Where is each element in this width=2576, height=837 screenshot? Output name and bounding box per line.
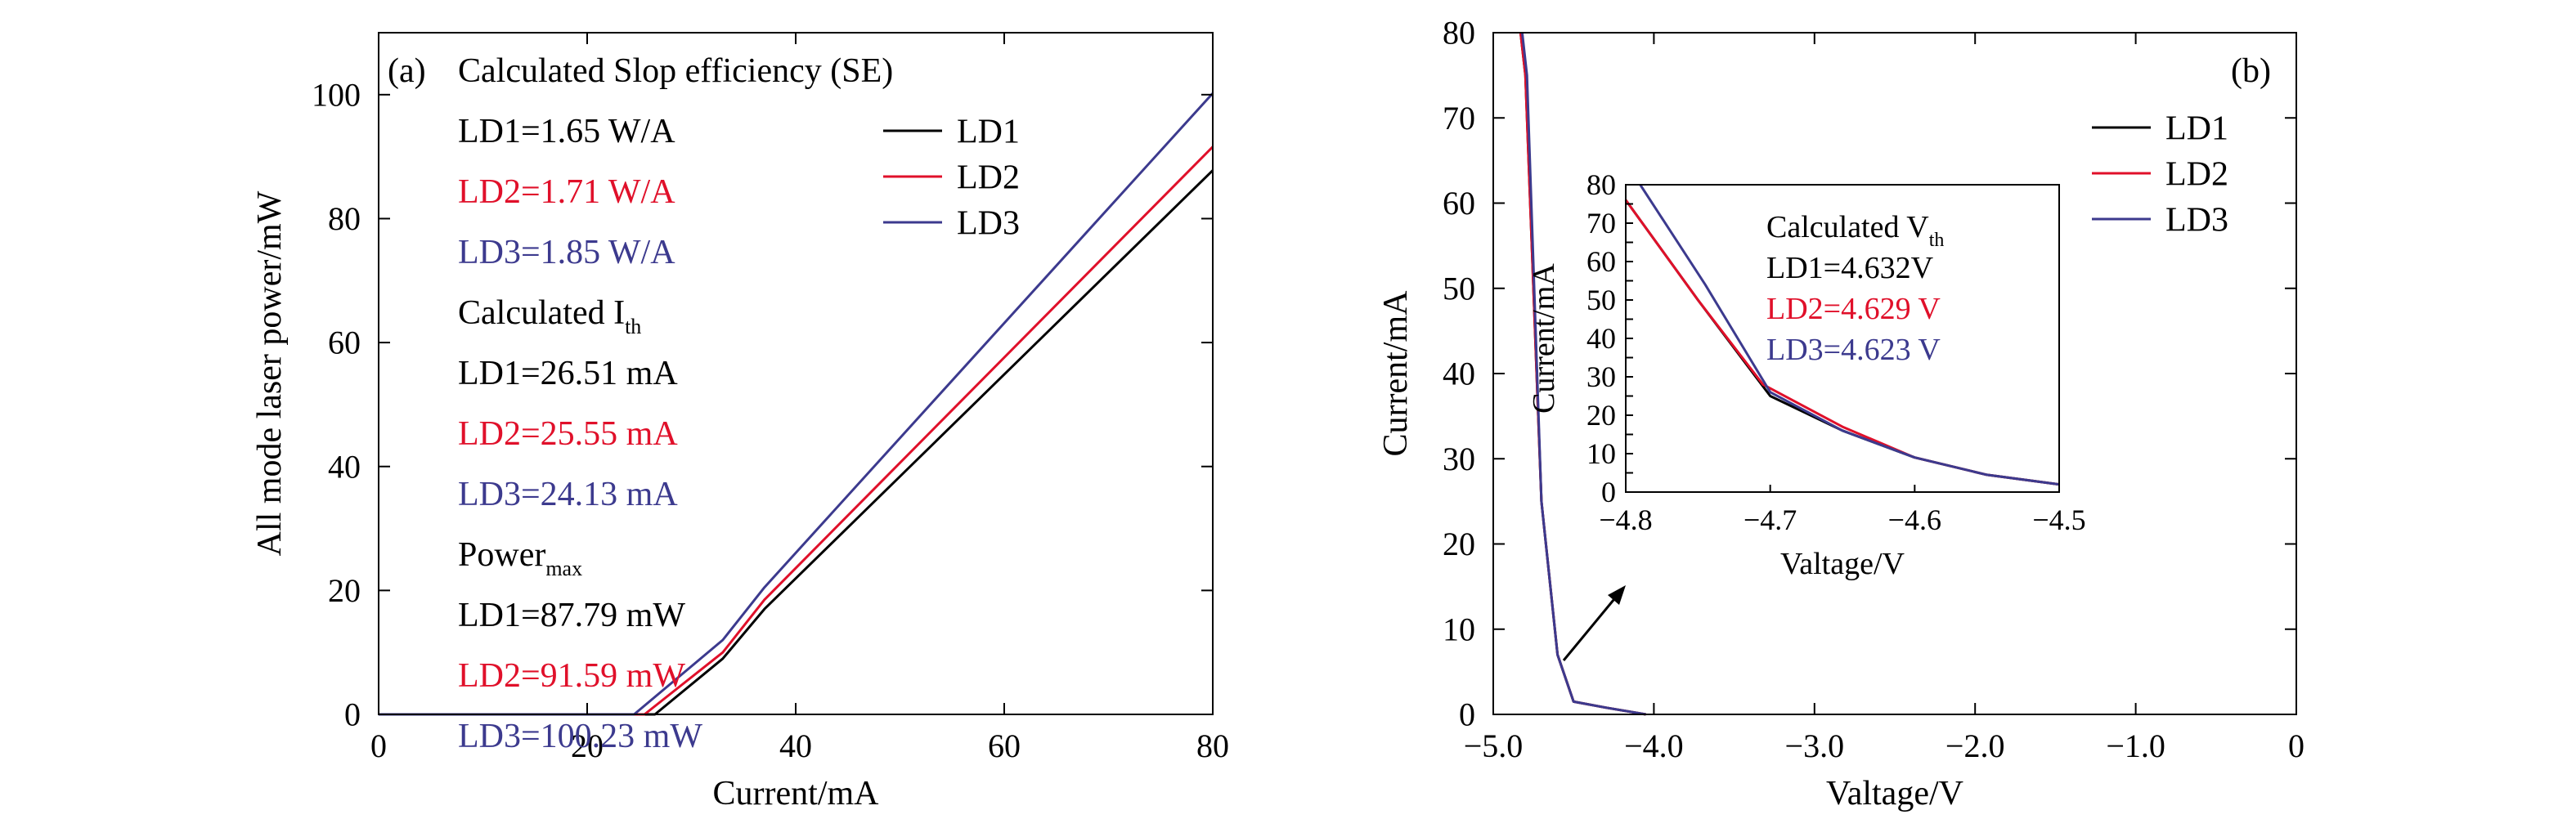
panel-a-annotation-text: LD3=1.85 W/A	[458, 234, 675, 271]
inset-y-tick-label: 20	[1586, 399, 1616, 432]
inset-y-tick-label: 60	[1586, 245, 1616, 278]
inset-y-tick-label: 10	[1586, 437, 1616, 470]
inset-x-tick-label: −4.7	[1744, 504, 1797, 536]
panel-a-label: (a)	[388, 52, 426, 90]
panel-a-y-tick-label: 20	[328, 572, 361, 609]
inset-annotation-text: LD3=4.623 V	[1766, 333, 1941, 367]
inset-y-tick-label: 40	[1586, 322, 1616, 355]
panel-a-y-tick-label: 40	[328, 448, 361, 485]
panel-a-annotation-text: LD2=1.71 W/A	[458, 173, 675, 211]
panel-b-y-axis-label: Current/mA	[1377, 290, 1415, 457]
panel-a-panel: 0 20 40 60 80 0 20 40 60 80 100 Current/mA All mode …	[251, 32, 1229, 812]
inset-series-line-ld3	[1639, 184, 2060, 486]
panel-a-annotation-text: LD2=91.59 mW	[458, 657, 685, 695]
inset-x-tick-label: −4.6	[1888, 504, 1941, 536]
panel-a-y-tick-label: 100	[312, 76, 361, 113]
panel-b-x-tick-label: 0	[2288, 727, 2304, 764]
panel-a-legend-label-ld2: LD2	[957, 159, 1020, 196]
panel-b-y-tick-label: 30	[1443, 441, 1475, 477]
panel-b-x-axis-label: Valtage/V	[1826, 775, 1963, 812]
panel-b-x-tick-label: −2.0	[1945, 727, 2005, 764]
panel-a-x-tick-label: 80	[1196, 727, 1229, 764]
panel-b-legend-label-ld2: LD2	[2165, 155, 2228, 193]
panel-a-annotation-text: LD3=100.23 mW	[458, 718, 702, 755]
panel-a-x-tick-label: 40	[779, 727, 812, 764]
panel-a-annotation-text: LD1=26.51 mA	[458, 355, 678, 392]
inset-x-tick-label: −4.5	[2032, 504, 2085, 536]
panel-a-y-tick-label: 60	[328, 325, 361, 361]
panel-a-annotation-text: LD1=1.65 W/A	[458, 113, 675, 150]
panel-a-legend-label-ld1: LD1	[957, 113, 1020, 150]
panel-b-x-tick-label: −5.0	[1464, 727, 1524, 764]
panel-a-x-axis-label: Current/mA	[713, 775, 880, 812]
panel-b-x-tick-label: −3.0	[1785, 727, 1845, 764]
panel-b-y-tick-label: 0	[1459, 696, 1475, 733]
inset-x-tick-label: −4.8	[1599, 504, 1652, 536]
panel-a-legend-label-ld3: LD3	[957, 204, 1020, 242]
panel-b-x-tick-label: −4.0	[1624, 727, 1684, 764]
panel-a-annotation-text: LD3=24.13 mA	[458, 476, 678, 513]
inset-panel: −4.8 −4.7 −4.6 −4.5 0 10 20 30 40 50 60 70 80 Valtage…	[1527, 168, 2086, 581]
panel-a-annotation-text: LD2=25.55 mA	[458, 415, 678, 453]
inset-annotation-text: LD1=4.632V	[1766, 251, 1934, 285]
panel-a-y-tick-label: 80	[328, 200, 361, 237]
panel-b-y-tick-label: 60	[1443, 185, 1475, 222]
panel-b-y-tick-label: 40	[1443, 356, 1475, 392]
inset-x-axis-label: Valtage/V	[1780, 547, 1905, 581]
panel-b-label: (b)	[2231, 52, 2271, 90]
arrow-line	[1562, 594, 1619, 661]
panel-b-y-tick-label: 10	[1443, 611, 1475, 647]
inset-y-tick-label: 80	[1586, 168, 1616, 201]
inset-annotation-text: LD2=4.629 V	[1766, 292, 1941, 326]
panel-a-y-tick-label: 0	[344, 696, 361, 733]
panel-b-series-line-ld3	[1520, 32, 1646, 716]
panel-b-y-tick-label: 50	[1443, 270, 1475, 307]
panel-a-x-tick-label: 0	[370, 727, 387, 764]
inset-y-axis-label: Current/mA	[1527, 263, 1561, 414]
panel-a-annotation-text: LD1=87.79 mW	[458, 597, 685, 634]
panel-b-y-tick-label: 20	[1443, 526, 1475, 562]
inset-y-tick-label: 0	[1601, 476, 1616, 508]
inset-annotation-text: Calculated Vth	[1766, 210, 1944, 251]
panel-b-legend-label-ld3: LD3	[2165, 201, 2228, 239]
panel-b-x-tick-label: −1.0	[2106, 727, 2165, 764]
panel-a-y-axis-label: All mode laser power/mW	[251, 190, 289, 556]
arrow-head	[1608, 585, 1626, 605]
panel-a-annotation-text: Calculated Ith	[458, 294, 641, 338]
inset-y-tick-label: 70	[1586, 207, 1616, 239]
panel-b-panel: −5.0 −4.0 −3.0 −2.0 −1.0 0 0 10 20 30 40 50 60 70 80 Va…	[1377, 15, 2304, 812]
panel-a-x-tick-label: 20	[571, 727, 604, 764]
panel-a-x-tick-label: 60	[988, 727, 1021, 764]
inset-y-tick-label: 50	[1586, 284, 1616, 316]
panel-b-legend-label-ld1: LD1	[2165, 110, 2228, 147]
panel-a-annotation-text: Calculated Slop efficiency (SE)	[458, 52, 893, 90]
inset-y-tick-label: 30	[1586, 360, 1616, 393]
panel-b-y-tick-label: 80	[1443, 15, 1475, 51]
panel-a-annotation-text: Powermax	[458, 536, 582, 580]
panel-b-y-tick-label: 70	[1443, 100, 1475, 137]
